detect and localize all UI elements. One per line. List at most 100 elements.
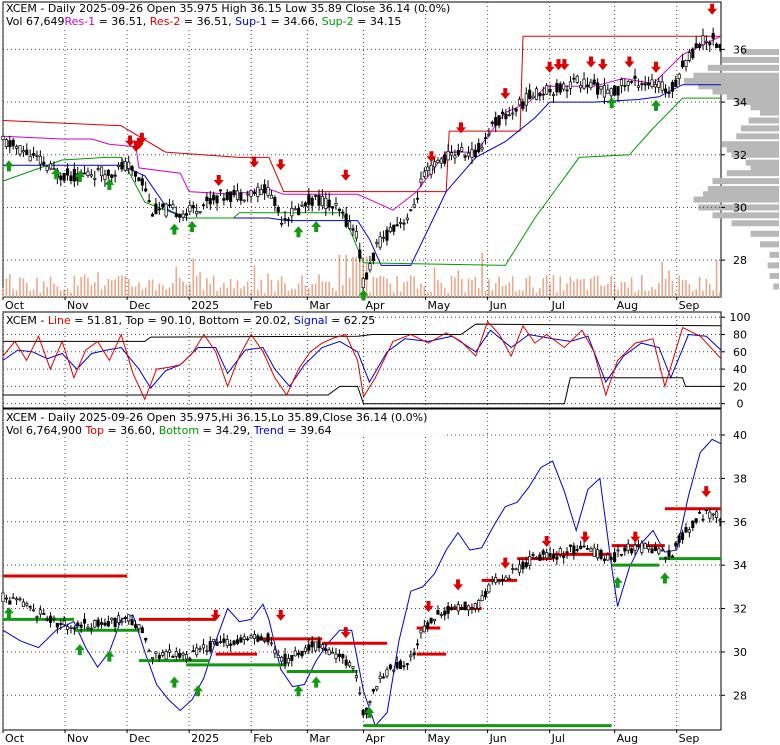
legend-entry: Sup-1 bbox=[235, 15, 267, 28]
candle-body bbox=[127, 161, 131, 169]
volume-bar bbox=[104, 285, 106, 297]
volume-bar bbox=[348, 277, 351, 297]
volume-bar bbox=[671, 281, 674, 297]
volume-profile-bar bbox=[760, 241, 779, 248]
candle-body bbox=[524, 93, 528, 106]
candle-body bbox=[212, 194, 216, 201]
volume-bar bbox=[56, 286, 59, 297]
legend-entry: = 36.51, bbox=[95, 15, 150, 28]
candle-body bbox=[477, 600, 481, 609]
x-tick-label: Mar bbox=[309, 299, 330, 312]
volume-bar bbox=[8, 274, 11, 297]
buy-arrow bbox=[606, 97, 617, 109]
x-tick-label: Aug bbox=[617, 732, 638, 745]
buy-arrow bbox=[311, 676, 322, 688]
candle-body bbox=[555, 83, 559, 93]
candle-body bbox=[18, 598, 22, 601]
candle-body bbox=[269, 194, 273, 199]
volume-bar bbox=[5, 278, 8, 297]
candle-body bbox=[382, 236, 386, 239]
candle-body bbox=[297, 652, 301, 656]
x-tick-label: May bbox=[428, 299, 451, 312]
candle-body bbox=[558, 548, 562, 555]
candle-body bbox=[331, 206, 335, 209]
candle-body bbox=[558, 83, 562, 93]
signal-line bbox=[2, 329, 722, 389]
candle-body bbox=[195, 211, 199, 215]
y-tick-label: 60 bbox=[733, 346, 747, 359]
candle-body bbox=[585, 84, 589, 88]
candle-body bbox=[161, 652, 165, 656]
y-tick-label: 36 bbox=[733, 43, 747, 56]
candle-body bbox=[548, 552, 552, 557]
volume-bar bbox=[535, 292, 538, 297]
candle-body bbox=[555, 556, 559, 560]
volume-bar bbox=[505, 285, 507, 297]
volume-profile-bar bbox=[769, 251, 779, 258]
candle-body bbox=[167, 204, 172, 207]
volume-bar bbox=[678, 275, 680, 297]
volume-bar bbox=[396, 275, 398, 297]
candle-body bbox=[443, 610, 447, 616]
volume-bar bbox=[715, 259, 718, 297]
buy-arrow bbox=[311, 220, 322, 232]
candle-body bbox=[412, 652, 416, 656]
volume-bar bbox=[25, 283, 28, 297]
candle-body bbox=[599, 85, 603, 90]
candle-body bbox=[69, 627, 73, 629]
candle-body bbox=[167, 649, 172, 653]
candle-body bbox=[551, 554, 556, 559]
legend-bg bbox=[4, 410, 444, 437]
candle-body bbox=[225, 191, 229, 200]
volume-bar bbox=[620, 281, 623, 297]
volume-bar bbox=[637, 290, 640, 297]
candle-body bbox=[572, 545, 576, 555]
candle-body bbox=[116, 164, 121, 168]
candle-body bbox=[25, 603, 29, 606]
volume-bar bbox=[144, 287, 147, 297]
volume-bar bbox=[325, 281, 327, 297]
candle-body bbox=[466, 152, 471, 157]
volume-bar bbox=[518, 289, 521, 297]
volume-profile-bar bbox=[748, 117, 779, 124]
candle-body bbox=[106, 169, 110, 176]
volume-bar bbox=[294, 289, 297, 297]
candle-body bbox=[147, 200, 151, 203]
volume-bar bbox=[287, 290, 290, 297]
volume-bar bbox=[532, 287, 534, 297]
candle-body bbox=[21, 601, 25, 607]
candle-body bbox=[711, 32, 715, 39]
buy-arrow bbox=[364, 706, 375, 718]
candle-body bbox=[161, 203, 165, 208]
candle-body bbox=[419, 629, 423, 634]
volume-bar bbox=[627, 287, 630, 297]
candle-body bbox=[164, 203, 168, 217]
candle-body bbox=[184, 654, 189, 660]
y-tick-label: 40 bbox=[733, 363, 747, 376]
x-tick-label: Jun bbox=[489, 299, 507, 312]
volume-bar bbox=[542, 278, 545, 297]
x-tick-label: Oct bbox=[5, 732, 25, 745]
volume-bar bbox=[566, 283, 568, 297]
legend-entry: = 90.10, bbox=[144, 314, 199, 327]
volume-bar bbox=[19, 277, 21, 297]
candle-body bbox=[565, 89, 569, 92]
volume-profile-bar bbox=[750, 104, 779, 111]
candle-body bbox=[327, 199, 331, 208]
candle-body bbox=[79, 624, 83, 628]
candle-body bbox=[208, 198, 212, 205]
volume-bar bbox=[263, 292, 266, 297]
candle-body bbox=[232, 640, 236, 645]
candle-body bbox=[215, 641, 219, 646]
x-tick-label: 2025 bbox=[191, 732, 219, 745]
candle-body bbox=[589, 81, 593, 89]
volume-bar bbox=[576, 278, 579, 297]
candle-body bbox=[351, 228, 355, 231]
legend-entry: XCEM - Daily 2025-09-26 Open 35.975,Hi 3… bbox=[6, 411, 427, 424]
candle-body bbox=[89, 627, 93, 630]
candle-body bbox=[504, 113, 508, 120]
volume-bar bbox=[430, 291, 432, 297]
candle-body bbox=[643, 543, 647, 549]
legend-line: XCEM - Daily 2025-09-26 Open 35.975,Hi 3… bbox=[6, 411, 427, 424]
candle-body bbox=[415, 197, 420, 200]
